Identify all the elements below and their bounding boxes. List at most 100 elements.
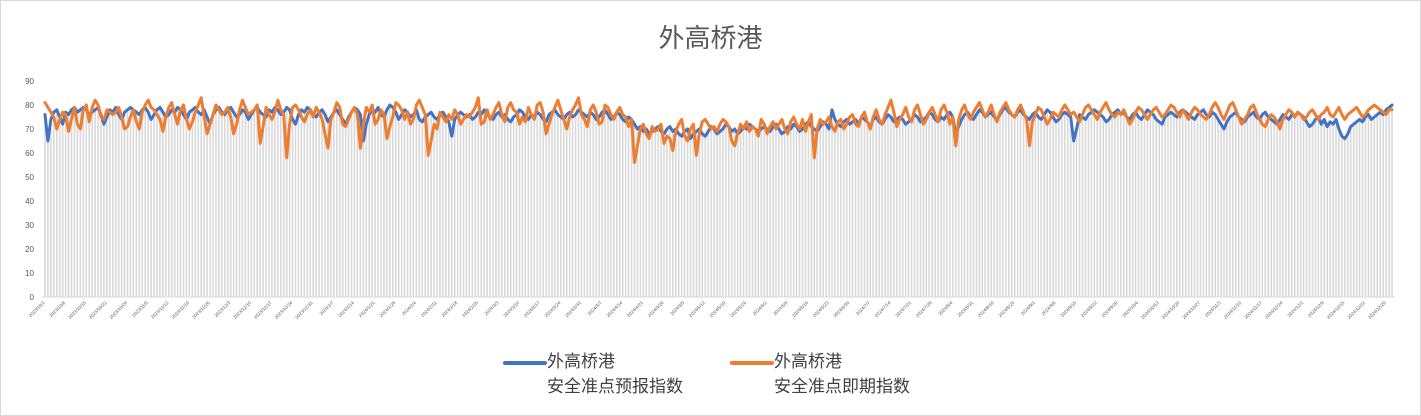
column-bar	[368, 114, 371, 297]
column-bar	[739, 131, 742, 297]
column-bar	[483, 109, 485, 297]
column-bar	[934, 119, 936, 298]
column-bar	[1234, 112, 1237, 297]
column-bar	[577, 109, 580, 297]
x-tick-label: 2024/4/14	[605, 300, 623, 318]
column-bar	[156, 109, 158, 297]
column-bar	[648, 133, 651, 297]
column-bar	[1190, 117, 1193, 297]
x-tick-label: 2023/10/15	[67, 300, 87, 320]
x-tick-label: 2024/10/27	[1181, 300, 1201, 320]
column-bar	[725, 124, 727, 297]
column-bar	[1137, 117, 1140, 297]
column-bar	[786, 126, 789, 297]
column-bar	[1246, 117, 1249, 297]
column-bar	[795, 126, 798, 297]
column-bar	[636, 129, 639, 297]
column-bar	[253, 109, 256, 297]
column-bar	[813, 129, 816, 297]
column-bar	[966, 112, 969, 297]
column-bar	[931, 114, 933, 297]
x-tick-label: 2024/11/17	[1243, 300, 1263, 320]
x-tick-label: 2024/11/10	[1223, 300, 1243, 320]
column-bar	[1022, 114, 1025, 297]
column-bar	[1229, 117, 1231, 297]
column-bar	[1270, 119, 1272, 298]
column-bar	[530, 114, 533, 297]
x-tick-label: 2024/3/3	[483, 300, 499, 316]
column-bar	[542, 119, 544, 298]
column-bar	[946, 114, 948, 297]
column-bar	[1034, 112, 1037, 297]
column-bar	[604, 109, 606, 297]
column-bar	[574, 114, 577, 297]
column-bar	[185, 119, 188, 298]
column-bar	[1096, 112, 1099, 297]
column-bar	[607, 114, 609, 297]
column-bar	[1220, 124, 1222, 297]
column-bar	[238, 114, 241, 297]
column-bar	[663, 133, 665, 297]
column-bar	[978, 109, 981, 297]
column-bar	[489, 117, 491, 297]
column-bar	[442, 112, 444, 297]
column-bar	[117, 114, 120, 297]
column-bar	[704, 136, 707, 297]
column-bar	[766, 129, 768, 297]
column-bar	[1081, 117, 1084, 297]
chart-title: 外高桥港	[658, 24, 763, 54]
column-bar	[1114, 112, 1116, 297]
column-bar	[306, 107, 309, 298]
column-bar	[1170, 112, 1172, 297]
column-bar	[624, 121, 627, 297]
x-tick-label: 2024/4/7	[587, 300, 603, 316]
column-bar	[173, 112, 176, 297]
column-bar	[592, 114, 595, 297]
column-bar	[1205, 114, 1208, 297]
x-tick-label: 2024/6/9	[772, 300, 788, 316]
column-bar	[884, 119, 886, 298]
column-bar	[613, 117, 615, 297]
column-bar	[1273, 121, 1275, 297]
column-bar	[1037, 117, 1040, 297]
column-bar	[226, 109, 229, 297]
column-bar	[689, 138, 692, 297]
column-bar	[412, 114, 415, 297]
column-bar	[333, 112, 335, 297]
column-bar	[925, 117, 928, 297]
column-bar	[324, 114, 326, 297]
column-bar	[274, 107, 276, 298]
x-tick-label: 2024/6/30	[832, 300, 850, 318]
column-bar	[76, 112, 79, 297]
y-tick-label: 50	[25, 173, 34, 182]
column-bar	[1349, 126, 1352, 297]
column-bar	[657, 126, 659, 297]
column-bar	[890, 117, 892, 297]
column-bar	[315, 117, 317, 297]
column-bar	[996, 119, 998, 298]
x-tick-label: 2024/10/6	[1121, 300, 1139, 318]
column-bar	[949, 112, 951, 297]
column-bar	[1087, 114, 1090, 297]
column-bar	[1181, 109, 1184, 297]
column-bar	[421, 121, 424, 297]
column-bar	[350, 112, 353, 297]
column-bar	[1111, 114, 1113, 297]
column-bar	[1122, 112, 1125, 297]
column-bar	[1346, 133, 1349, 297]
column-bar	[1329, 121, 1331, 297]
column-bar	[1299, 114, 1302, 297]
column-bar	[1072, 141, 1075, 297]
column-bar	[1131, 114, 1134, 297]
column-bar	[430, 112, 432, 297]
column-bar	[1064, 112, 1066, 297]
column-bar	[728, 126, 730, 297]
column-bar	[565, 114, 568, 297]
column-bar	[1105, 121, 1107, 297]
column-bar	[259, 112, 261, 297]
y-tick-label: 30	[25, 221, 34, 230]
y-tick-label: 10	[25, 269, 34, 278]
column-bar	[1223, 129, 1225, 297]
column-bar	[309, 109, 312, 297]
